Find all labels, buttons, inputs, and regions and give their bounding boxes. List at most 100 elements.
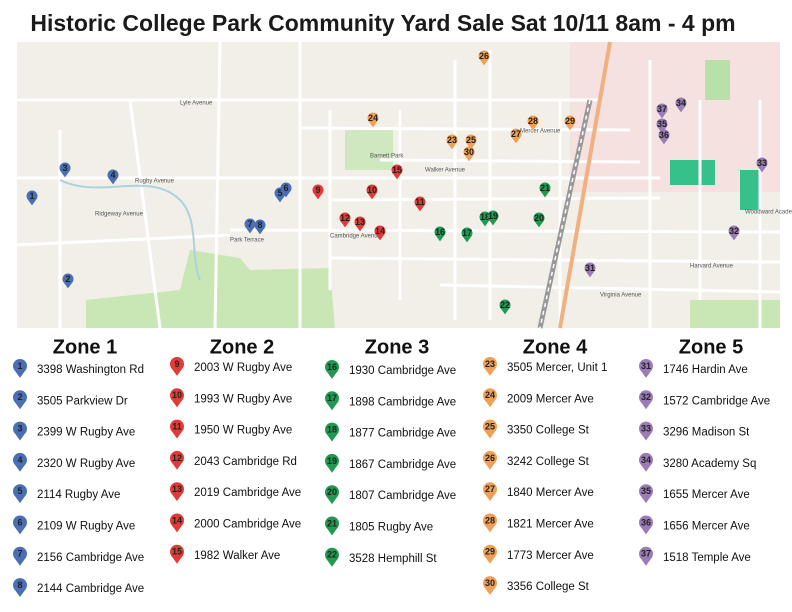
pin-number: 3 [17,423,22,433]
pin-shape [170,544,184,559]
pin: 12 [170,450,184,470]
pin-shape [13,390,27,405]
pin-shape [280,182,292,194]
pin-number: 12 [172,453,182,463]
zone-lists: Zone 1 1 3398 Washington Rd 2 3505 Parkview … [13,336,770,597]
pin-shape [170,388,184,403]
park-area [345,130,393,170]
pin-shape [483,419,497,434]
pin: 22 [499,299,511,315]
pin-shape [325,547,339,562]
pin: 26 [483,450,497,470]
pin-number: 25 [466,135,476,145]
pin-shape [584,262,596,274]
pin: 21 [539,182,551,198]
pin: 17 [325,391,339,411]
street-label: Walker Avenue [425,168,466,174]
pin: 9 [312,184,324,200]
street-label: Mercer Avenue [520,129,561,135]
pin-shape [483,450,497,465]
pin-number: 34 [676,98,686,108]
pin-shape [483,576,497,591]
park-area [690,300,780,328]
pin: 15 [391,164,403,180]
pin-shape [312,184,324,196]
address: 3528 Hemphill St [349,553,437,565]
pin-shape [639,390,653,405]
address: 3505 Mercer, Unit 1 [507,362,607,374]
pin-shape [13,484,27,499]
pin: 21 [325,516,339,536]
address: 2320 W Rugby Ave [37,458,135,470]
pin-number: 30 [464,147,474,157]
pin-number: 26 [485,453,495,463]
address: 1746 Hardin Ave [663,364,748,376]
address: 1807 Cambridge Ave [349,490,456,502]
pin-shape [656,103,668,115]
pin: 6 [13,515,27,535]
pin-number: 11 [415,197,425,207]
pin-number: 24 [485,390,495,400]
pin: 28 [527,115,539,131]
pin: 4 [13,452,27,472]
pin-number: 29 [565,116,575,126]
park-area [705,60,730,100]
pin-number: 14 [375,226,385,236]
pin-shape [446,134,458,146]
street-label: Cambridge Avenue [330,234,382,240]
pin-shape [325,391,339,406]
street-label: Rugby Avenue [135,179,175,185]
street-label: Park Terrace [230,238,265,244]
address: 1867 Cambridge Ave [349,459,456,471]
address: 1950 W Rugby Ave [194,425,292,437]
pin: 28 [483,513,497,533]
pin-number: 5 [17,486,22,496]
pin-shape [527,115,539,127]
address: 3242 College St [507,456,590,468]
address: 1518 Temple Ave [663,552,751,564]
pin: 32 [728,225,740,241]
pin-number: 26 [479,51,489,61]
pin-number: 19 [327,456,337,466]
address: 1982 Walker Ave [194,550,280,562]
pin: 20 [325,485,339,505]
pin: 34 [639,452,653,472]
address: 2109 W Rugby Ave [37,521,135,533]
pin: 1 [13,359,27,378]
pin: 29 [564,115,576,131]
pin-shape [107,169,119,181]
address: 2003 W Rugby Ave [194,362,292,374]
pin-number: 30 [485,578,495,588]
pin-number: 12 [340,213,350,223]
pin-number: 9 [174,359,179,369]
pin: 8 [13,578,27,597]
building [740,170,760,210]
address: 1773 Mercer Ave [507,550,594,562]
pin-number: 20 [534,213,544,223]
pin: 26 [478,50,490,66]
pin: 32 [639,390,653,410]
pin-shape [487,210,499,222]
pin: 34 [675,97,687,113]
pin: 14 [374,225,386,241]
pin-shape [325,485,339,500]
pin-shape [539,182,551,194]
pin-shape [13,546,27,561]
pin-number: 31 [641,361,651,371]
address: 2144 Cambridge Ave [37,583,144,595]
pin: 16 [434,226,446,242]
pin-shape [170,513,184,528]
pin: 18 [479,211,491,227]
address: 1821 Mercer Ave [507,519,594,531]
pin-shape [465,134,477,146]
address: 2019 Cambridge Ave [194,487,301,499]
pin: 15 [170,544,184,564]
address: 1805 Rugby Ave [349,522,433,534]
pin-shape [391,164,403,176]
address: 1898 Cambridge Ave [349,396,456,408]
address: 1840 Mercer Ave [507,487,594,499]
pin-shape [639,546,653,561]
pin-shape [170,450,184,465]
pin-number: 24 [368,113,378,123]
